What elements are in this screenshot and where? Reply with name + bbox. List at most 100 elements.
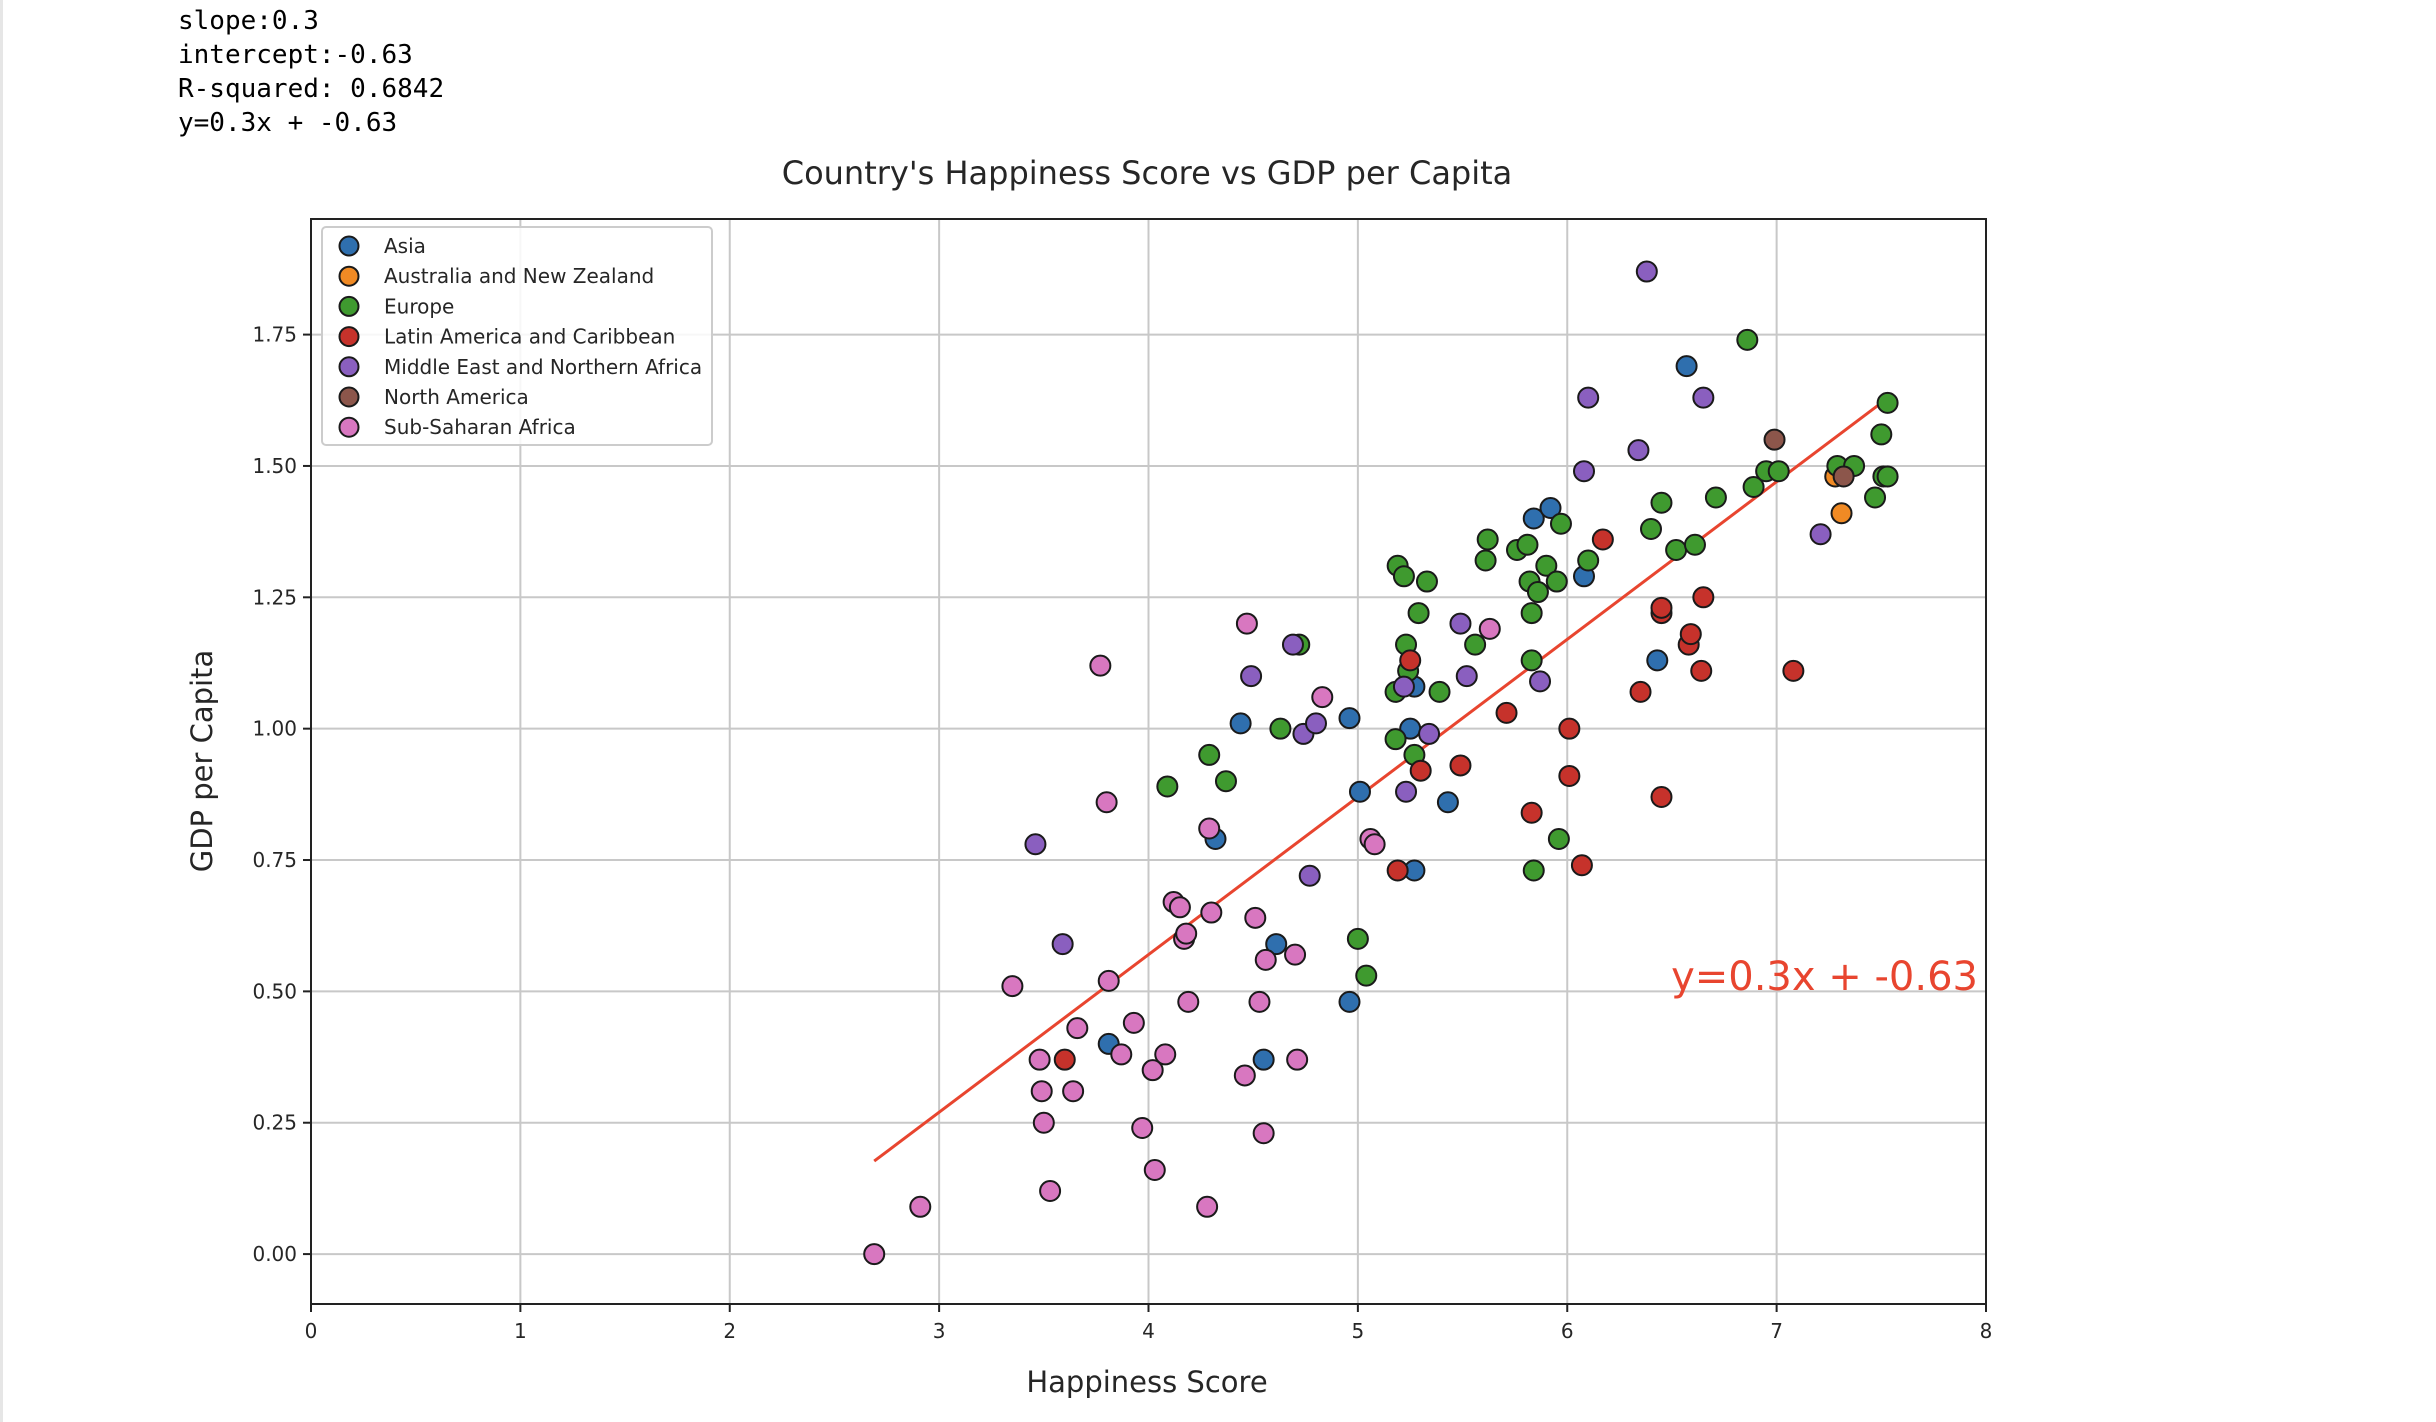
y-axis-ticks: 0.00 0.25 0.50 0.75 1.00 1.25 1.50 1.75 [252, 323, 311, 1266]
data-point-sub-saharan-africa [1252, 1122, 1275, 1145]
data-point-europe [1526, 581, 1549, 604]
data-point-middle-east-and-northern-africa [1529, 670, 1552, 693]
data-point-latin-america-and-caribbean [1053, 1048, 1076, 1071]
data-point-sub-saharan-africa [1039, 1180, 1062, 1203]
data-point-sub-saharan-africa [1198, 817, 1221, 840]
data-point-sub-saharan-africa [1131, 1116, 1154, 1139]
legend-marker [338, 295, 360, 317]
legend-label: Asia [384, 234, 426, 258]
legend-label: Australia and New Zealand [384, 264, 654, 288]
data-point-sub-saharan-africa [1175, 922, 1198, 945]
data-point-latin-america-and-caribbean [1520, 801, 1543, 824]
data-point-europe [1870, 423, 1893, 446]
data-point-sub-saharan-africa [1286, 1048, 1309, 1071]
data-point-europe [1640, 518, 1662, 540]
legend-label: Latin America and Caribbean [384, 325, 675, 349]
y-tick-label: 0.75 [252, 848, 297, 872]
data-point-latin-america-and-caribbean [1570, 854, 1593, 877]
data-point-sub-saharan-africa [1097, 969, 1120, 992]
data-point-asia [1646, 649, 1669, 672]
data-points [863, 260, 1899, 1266]
data-point-asia [1539, 496, 1562, 519]
data-point-middle-east-and-northern-africa [1395, 780, 1418, 803]
data-point-europe [1384, 728, 1407, 751]
legend-marker [338, 235, 360, 257]
data-point-europe [1464, 633, 1487, 656]
data-point-asia [1436, 791, 1459, 814]
data-point-sub-saharan-africa [1478, 617, 1501, 640]
y-tick-label: 0.25 [252, 1111, 297, 1135]
data-point-middle-east-and-northern-africa [1024, 833, 1047, 856]
data-point-sub-saharan-africa [1254, 948, 1277, 971]
data-point-europe [1864, 486, 1887, 509]
data-point-sub-saharan-africa [1196, 1195, 1219, 1218]
data-point-europe [1522, 859, 1545, 882]
data-point-latin-america-and-caribbean [1650, 785, 1673, 808]
data-point-europe [1876, 391, 1899, 414]
legend-box [321, 226, 713, 446]
data-point-europe [1392, 565, 1415, 588]
data-point-asia [1229, 712, 1252, 735]
data-point-latin-america-and-caribbean [1558, 764, 1581, 787]
data-point-europe [1516, 533, 1539, 556]
data-point-europe [1704, 486, 1727, 509]
y-axis-label: GDP per Capita [185, 650, 219, 873]
data-point-europe [1545, 570, 1568, 593]
data-point-europe [1683, 533, 1706, 556]
legend-label: Europe [384, 294, 454, 318]
data-point-europe [1547, 828, 1570, 850]
data-point-middle-east-and-northern-africa [1051, 933, 1074, 956]
data-point-sub-saharan-africa [909, 1195, 932, 1218]
legend-marker [338, 356, 360, 378]
data-point-latin-america-and-caribbean [1650, 596, 1673, 619]
data-point-sub-saharan-africa [1363, 833, 1386, 856]
data-point-sub-saharan-africa [1028, 1048, 1051, 1071]
data-point-europe [1346, 927, 1369, 950]
data-point-sub-saharan-africa [1177, 990, 1200, 1013]
x-tick-label: 5 [1352, 1319, 1365, 1343]
regression-line [873, 396, 1889, 1163]
data-point-europe [1428, 680, 1451, 703]
legend-marker [338, 386, 360, 408]
data-point-sub-saharan-africa [1110, 1043, 1133, 1066]
x-tick-label: 0 [305, 1319, 318, 1343]
x-tick-label: 1 [514, 1319, 527, 1343]
data-point-sub-saharan-africa [1235, 612, 1258, 635]
x-tick-label: 6 [1561, 1319, 1574, 1343]
data-point-sub-saharan-africa [1284, 943, 1307, 966]
data-point-sub-saharan-africa [1200, 901, 1223, 924]
data-point-sub-saharan-africa [1244, 906, 1267, 929]
data-point-europe [1650, 491, 1673, 514]
data-point-latin-america-and-caribbean [1386, 859, 1409, 882]
regression-equation-label: y=0.3x + -0.63 [1671, 954, 1978, 1000]
y-tick-label: 1.50 [252, 454, 297, 478]
data-point-sub-saharan-africa [1154, 1043, 1177, 1066]
data-point-sub-saharan-africa [1248, 990, 1271, 1013]
y-tick-label: 1.00 [252, 717, 297, 741]
x-tick-label: 8 [1980, 1319, 1993, 1343]
data-point-sub-saharan-africa [1066, 1017, 1089, 1040]
data-point-sub-saharan-africa [863, 1243, 886, 1266]
data-point-europe [1407, 602, 1430, 625]
output-line-equation: y=0.3x + -0.63 [178, 108, 398, 138]
data-point-middle-east-and-northern-africa [1635, 260, 1658, 283]
data-point-europe [1415, 570, 1438, 593]
data-point-north-america [1763, 428, 1786, 451]
legend-marker [338, 265, 360, 287]
data-point-middle-east-and-northern-africa [1281, 633, 1304, 656]
data-point-latin-america-and-caribbean [1629, 680, 1652, 703]
data-point-middle-east-and-northern-africa [1449, 612, 1472, 635]
y-tick-label: 0.50 [252, 979, 297, 1003]
data-point-sub-saharan-africa [1062, 1080, 1085, 1103]
data-point-middle-east-and-northern-africa [1573, 460, 1595, 483]
data-point-asia [1338, 707, 1361, 730]
data-point-europe [1742, 475, 1765, 498]
output-line-intercept: intercept:-0.63 [178, 40, 413, 70]
data-point-europe [1520, 649, 1543, 672]
data-point-sub-saharan-africa [1122, 1011, 1145, 1034]
legend-label: Sub-Saharan Africa [384, 415, 576, 439]
data-point-europe [1474, 549, 1497, 572]
data-point-asia [1338, 990, 1361, 1013]
plot-border [310, 218, 1987, 1305]
data-point-latin-america-and-caribbean [1782, 659, 1805, 682]
